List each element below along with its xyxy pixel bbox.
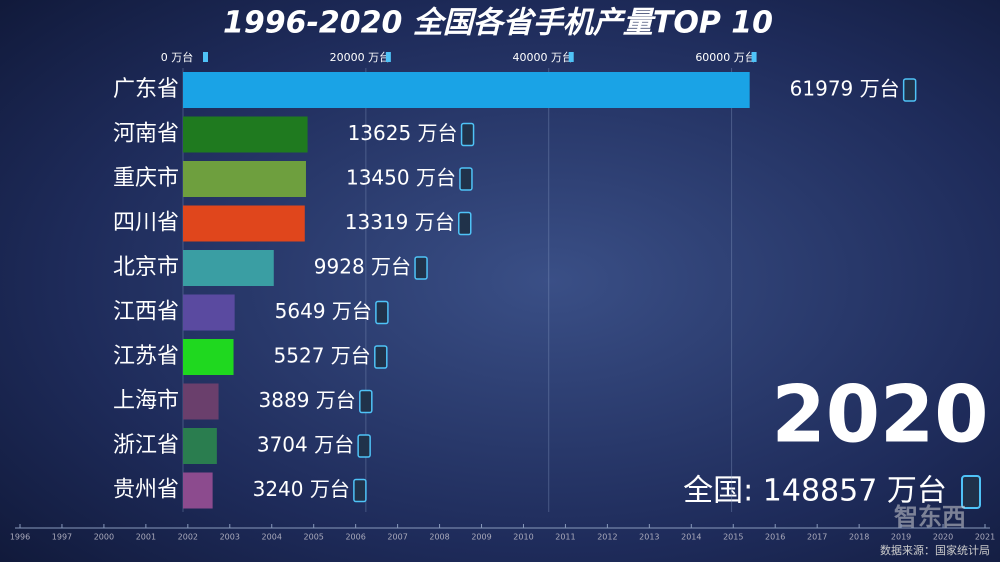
bar bbox=[183, 472, 213, 509]
phone-icon bbox=[385, 52, 391, 62]
phone-icon bbox=[568, 52, 574, 62]
x-tick-label: 20000 万台 bbox=[330, 50, 391, 64]
phone-icon bbox=[203, 52, 208, 62]
timeline-label: 2002 bbox=[178, 533, 198, 542]
timeline-label: 2003 bbox=[220, 533, 240, 542]
phone-icon bbox=[353, 478, 367, 503]
value-label: 3889 万台 bbox=[259, 388, 356, 412]
timeline-label: 2017 bbox=[807, 533, 827, 542]
timeline-label: 2021 bbox=[975, 533, 995, 542]
timeline-label: 2014 bbox=[681, 533, 701, 542]
y-tick-label: 江苏省 bbox=[113, 344, 179, 369]
bar bbox=[183, 250, 274, 286]
phone-icon bbox=[357, 434, 371, 458]
phone-icon bbox=[375, 300, 389, 325]
y-tick-label: 广东省 bbox=[113, 77, 179, 102]
bar bbox=[183, 428, 217, 464]
timeline-label: 2019 bbox=[891, 533, 911, 542]
phone-icon bbox=[460, 122, 475, 147]
timeline-label: 2020 bbox=[933, 533, 953, 542]
timeline-label: 2009 bbox=[471, 533, 491, 542]
value-label: 3240 万台 bbox=[253, 477, 350, 501]
value-label: 5649 万台 bbox=[275, 299, 372, 323]
y-tick-label: 浙江省 bbox=[113, 433, 179, 458]
timeline-label: 2001 bbox=[136, 533, 156, 542]
phone-icon bbox=[902, 78, 917, 102]
timeline-label: 2015 bbox=[723, 533, 743, 542]
timeline-label: 1996 bbox=[10, 533, 30, 542]
timeline-label: 1997 bbox=[52, 533, 72, 542]
y-tick-label: 贵州省 bbox=[113, 478, 179, 503]
y-tick-label: 重庆市 bbox=[113, 166, 179, 191]
phone-icon bbox=[414, 256, 428, 280]
phone-icon bbox=[458, 211, 472, 236]
y-tick-label: 上海市 bbox=[113, 389, 179, 414]
timeline-label: 2013 bbox=[639, 533, 659, 542]
timeline-label: 2004 bbox=[262, 533, 282, 542]
bar bbox=[183, 294, 235, 331]
x-tick-label: 40000 万台 bbox=[512, 50, 573, 64]
timeline-label: 2011 bbox=[555, 533, 575, 542]
bar bbox=[183, 116, 308, 153]
timeline-label: 2005 bbox=[304, 533, 324, 542]
y-tick-label: 河南省 bbox=[113, 122, 179, 147]
timeline-label: 2007 bbox=[387, 533, 407, 542]
bar bbox=[183, 72, 750, 108]
bar bbox=[183, 161, 306, 197]
phone-icon bbox=[961, 475, 981, 509]
x-tick-label: 60000 万台 bbox=[695, 50, 756, 64]
bar bbox=[183, 339, 234, 375]
timeline-label: 2016 bbox=[765, 533, 785, 542]
total-label: 全国: 148857 万台 bbox=[683, 474, 947, 509]
y-tick-label: 北京市 bbox=[113, 255, 179, 280]
value-label: 13319 万台 bbox=[345, 210, 455, 234]
value-label: 5527 万台 bbox=[274, 344, 371, 368]
value-label: 13450 万台 bbox=[346, 166, 456, 190]
bar bbox=[183, 205, 305, 242]
watermark: 智东西 bbox=[894, 503, 966, 531]
chart-title: 1996-2020 全国各省手机产量TOP 10 bbox=[223, 6, 773, 41]
x-tick-label: 0 万台 bbox=[161, 50, 194, 64]
year-label: 2020 bbox=[771, 370, 988, 460]
phone-icon bbox=[459, 167, 473, 191]
timeline-label: 2010 bbox=[513, 533, 533, 542]
source: 数据来源：国家统计局 bbox=[880, 543, 990, 557]
timeline-label: 2000 bbox=[94, 533, 114, 542]
timeline-label: 2012 bbox=[597, 533, 617, 542]
timeline-label: 2006 bbox=[345, 533, 365, 542]
timeline-label: 2018 bbox=[849, 533, 869, 542]
phone-icon bbox=[359, 389, 373, 414]
phone-icon bbox=[751, 52, 757, 62]
phone-icon bbox=[374, 345, 388, 369]
y-tick-label: 江西省 bbox=[113, 300, 179, 325]
y-tick-label: 四川省 bbox=[113, 211, 179, 236]
value-label: 61979 万台 bbox=[790, 77, 900, 101]
value-label: 3704 万台 bbox=[257, 433, 354, 457]
value-label: 9928 万台 bbox=[314, 255, 411, 279]
timeline-label: 2008 bbox=[429, 533, 449, 542]
value-label: 13625 万台 bbox=[348, 121, 458, 145]
bar bbox=[183, 383, 219, 420]
